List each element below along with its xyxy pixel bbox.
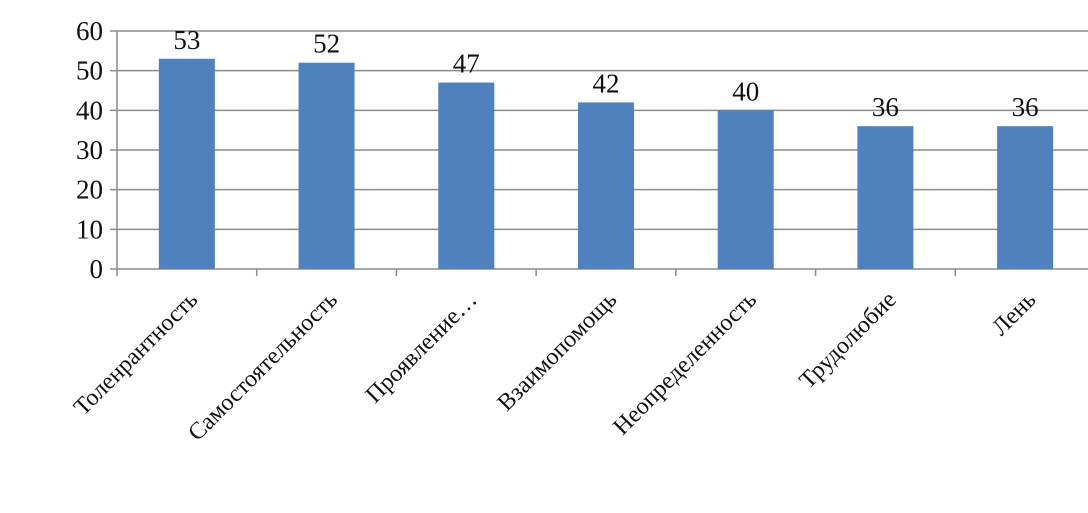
- y-tick-label: 30: [76, 135, 103, 165]
- data-label: 53: [173, 25, 200, 55]
- bar: [158, 58, 215, 270]
- x-category-label: Толенрантность: [69, 287, 203, 421]
- bar: [577, 102, 634, 270]
- bar: [438, 82, 495, 269]
- y-tick-label: 20: [76, 175, 103, 205]
- x-category-label: Лень: [987, 287, 1041, 341]
- y-tick-label: 50: [76, 56, 103, 86]
- x-category-label: Трудолюбие: [795, 287, 902, 394]
- y-tick-label: 10: [76, 214, 103, 244]
- bar: [997, 126, 1054, 269]
- bar: [717, 110, 774, 269]
- x-category-label: Проявление…: [361, 287, 483, 409]
- data-label: 40: [732, 76, 759, 106]
- x-category-label: Неопределенность: [608, 287, 762, 441]
- x-category-label: Самостоятельность: [183, 287, 342, 446]
- bar: [857, 126, 914, 269]
- bars: [158, 58, 1054, 270]
- y-tick-label: 40: [76, 95, 103, 125]
- data-label: 42: [592, 68, 619, 98]
- y-tick-label: 60: [76, 16, 103, 46]
- y-tick-label: 0: [90, 254, 104, 284]
- data-label: 36: [872, 92, 899, 122]
- data-label: 36: [1012, 92, 1039, 122]
- bar: [298, 62, 355, 269]
- data-label: 47: [453, 49, 480, 79]
- data-label: 52: [313, 29, 340, 59]
- x-category-label: Взаимопомощь: [493, 287, 623, 417]
